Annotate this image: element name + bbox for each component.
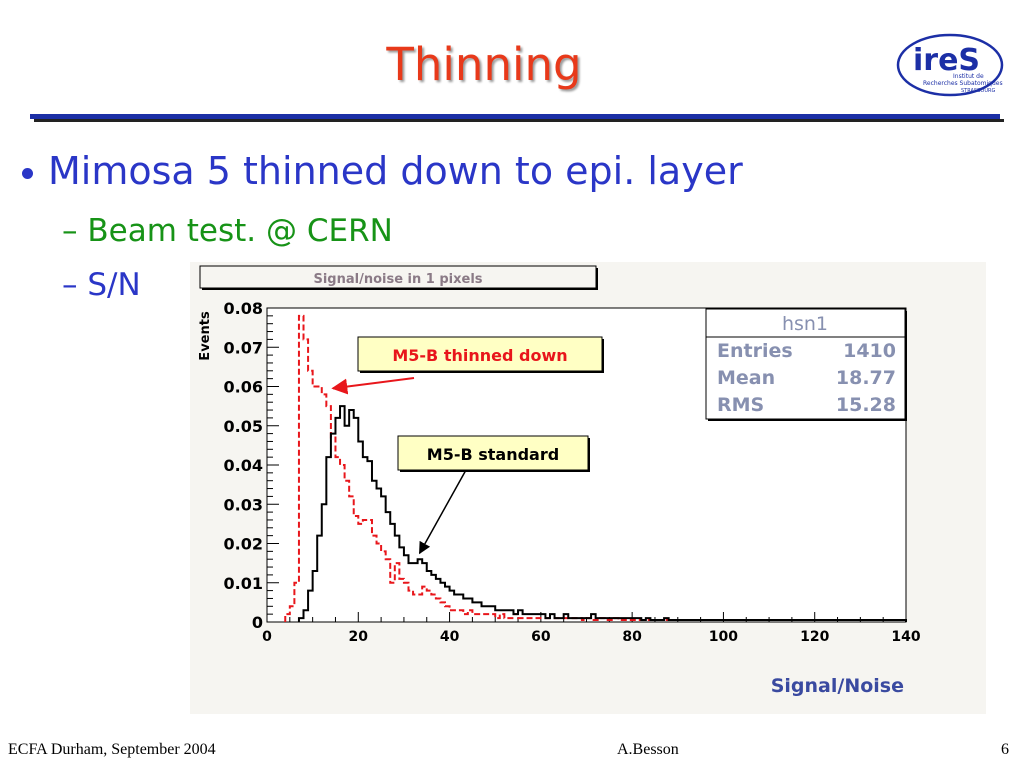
- stats-entries-value: 1410: [843, 340, 896, 362]
- x-tick-label: 100: [709, 629, 738, 645]
- stats-box: hsn1 Entries 1410 Mean 18.77 RMS 15.28: [705, 308, 907, 421]
- title-rule: [30, 114, 1000, 119]
- slide-title: Thinning: [386, 38, 582, 91]
- stats-mean-value: 18.77: [836, 367, 896, 389]
- chart-title: Signal/noise in 1 pixels: [313, 272, 482, 287]
- stats-name: hsn1: [782, 313, 828, 335]
- logo-text: ireS: [913, 43, 980, 78]
- y-tick-label: 0.02: [224, 535, 263, 554]
- stats-mean-label: Mean: [717, 367, 775, 389]
- x-tick-label: 20: [349, 629, 369, 645]
- annotation-standard-text: M5-B standard: [427, 445, 559, 464]
- chart-panel: Signal/noise in 1 pixels 0 0.01 0.02 0.03 0.…: [190, 262, 986, 714]
- histogram-chart: Signal/noise in 1 pixels 0 0.01 0.02 0.03 0.…: [198, 265, 921, 697]
- x-axis-label: Signal/Noise: [771, 675, 904, 697]
- y-tick-label: 0.03: [224, 495, 263, 514]
- ires-logo-icon: ireS Institut de Recherches Subatomiques…: [896, 33, 1004, 97]
- y-tick-label: 0.08: [224, 299, 263, 318]
- logo-line1: Institut de: [953, 73, 984, 80]
- x-tick-label: 0: [262, 629, 272, 645]
- footer-center: A.Besson: [617, 741, 679, 758]
- y-axis-label: Events: [198, 311, 213, 361]
- x-tick-label: 40: [440, 629, 460, 645]
- logo-line3: STRASBOURG: [961, 88, 996, 94]
- y-tick-label: 0.05: [224, 417, 263, 436]
- stats-rms-label: RMS: [717, 394, 764, 416]
- sub-bullet-sn: – S/N: [62, 267, 141, 303]
- bullet-dot: [22, 168, 33, 179]
- stats-entries-label: Entries: [717, 340, 793, 362]
- annotation-thinned-text: M5-B thinned down: [392, 346, 567, 365]
- x-tick-label: 120: [800, 629, 829, 645]
- annotation-thinned: M5-B thinned down: [331, 336, 604, 395]
- x-tick-label: 140: [891, 629, 920, 645]
- annotation-standard-arrow: [418, 469, 467, 555]
- annotation-standard: M5-B standard: [397, 435, 590, 555]
- y-tick-label: 0: [252, 613, 263, 632]
- y-tick-label: 0.07: [224, 338, 263, 357]
- logo-line2: Recherches Subatomiques: [923, 80, 1003, 87]
- bullet-text: Mimosa 5 thinned down to epi. layer: [48, 149, 743, 193]
- x-tick-label: 60: [531, 629, 551, 645]
- footer-page-number: 6: [1001, 741, 1009, 758]
- y-tick-label: 0.04: [224, 456, 263, 475]
- y-tick-label: 0.01: [224, 574, 263, 593]
- x-tick-label: 80: [622, 629, 642, 645]
- footer-left: ECFA Durham, September 2004: [8, 741, 216, 758]
- y-tick-label: 0.06: [224, 378, 263, 397]
- y-axis: 0 0.01 0.02 0.03 0.04 0.05 0.06 0.07 0.08: [224, 299, 279, 632]
- x-axis: 0 20 40 60 80 100 120 140: [262, 612, 921, 645]
- annotation-thinned-arrow: [331, 377, 415, 395]
- title-rule-shadow: [34, 119, 1004, 122]
- sub-bullet-beam-test: – Beam test. @ CERN: [62, 213, 393, 249]
- stats-rms-value: 15.28: [836, 394, 896, 416]
- histogram-standard-series: [297, 405, 907, 622]
